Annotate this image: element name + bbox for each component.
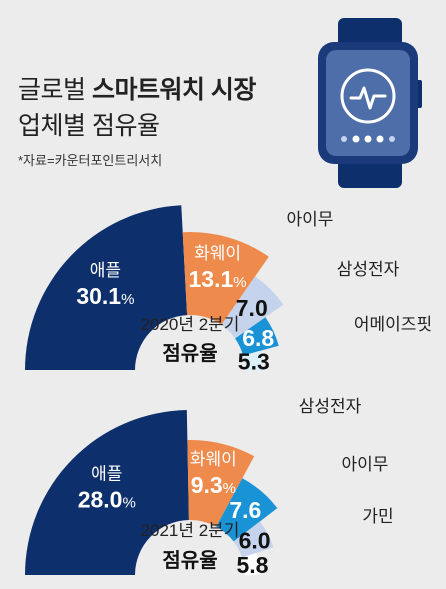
- slice-1-3: [221, 276, 284, 339]
- chart-subtitle-2: 점유율: [162, 549, 217, 572]
- slice-label-2-1: 애플: [91, 464, 122, 483]
- chart-title-line1: 글로벌 스마트워치 시장: [18, 76, 256, 104]
- slice-value-2-4: 6.0: [239, 528, 271, 554]
- slice-value-1-2: 13.1%: [189, 266, 247, 292]
- slice-label-1-5: 어메이즈핏: [354, 315, 432, 334]
- slice-label-1-3: 아이무: [287, 210, 334, 229]
- slice-label-1-4: 삼성전자: [337, 260, 400, 279]
- slice-2-3: [216, 478, 278, 542]
- slice-1-2: [182, 231, 269, 325]
- chart-subtitle-1: 점유율: [162, 342, 217, 365]
- slice-1-4: [235, 317, 279, 356]
- slice-label-2-2: 화웨이: [190, 450, 237, 469]
- slice-value-1-4: 6.8: [242, 325, 274, 351]
- slice-value-2-5: 5.8: [236, 552, 268, 578]
- slice-2-5: [242, 552, 260, 575]
- slice-value-2-2: 9.3%: [191, 472, 236, 498]
- slice-value-2-3: 7.6: [229, 497, 261, 523]
- period-label-1: 2020년 2분기: [141, 315, 240, 334]
- slice-label-1-2: 화웨이: [194, 244, 241, 263]
- slice-1-5: [243, 350, 262, 370]
- slice-2-2: [187, 440, 255, 527]
- smartwatch-icon: [318, 18, 422, 188]
- pie-chart-1: [25, 205, 284, 370]
- source-note: *자료=카운터포인트리서치: [18, 153, 163, 168]
- slice-label-2-3: 삼성전자: [299, 397, 362, 416]
- slice-value-2-1: 28.0%: [78, 486, 136, 512]
- slice-2-4: [233, 521, 274, 558]
- slice-2-1: [25, 410, 189, 575]
- chart-title-line2: 업체별 점유율: [18, 112, 160, 140]
- slice-1-1: [25, 205, 188, 370]
- slice-value-1-3: 7.0: [236, 295, 268, 321]
- slice-label-1-1: 애플: [90, 261, 121, 280]
- slice-value-1-5: 5.3: [238, 348, 270, 374]
- pie-chart-2: [25, 410, 278, 575]
- slice-label-2-4: 아이무: [342, 455, 389, 474]
- slice-label-2-5: 가민: [362, 507, 393, 526]
- slice-value-1-1: 30.1%: [76, 283, 134, 309]
- period-label-2: 2021년 2분기: [141, 521, 240, 540]
